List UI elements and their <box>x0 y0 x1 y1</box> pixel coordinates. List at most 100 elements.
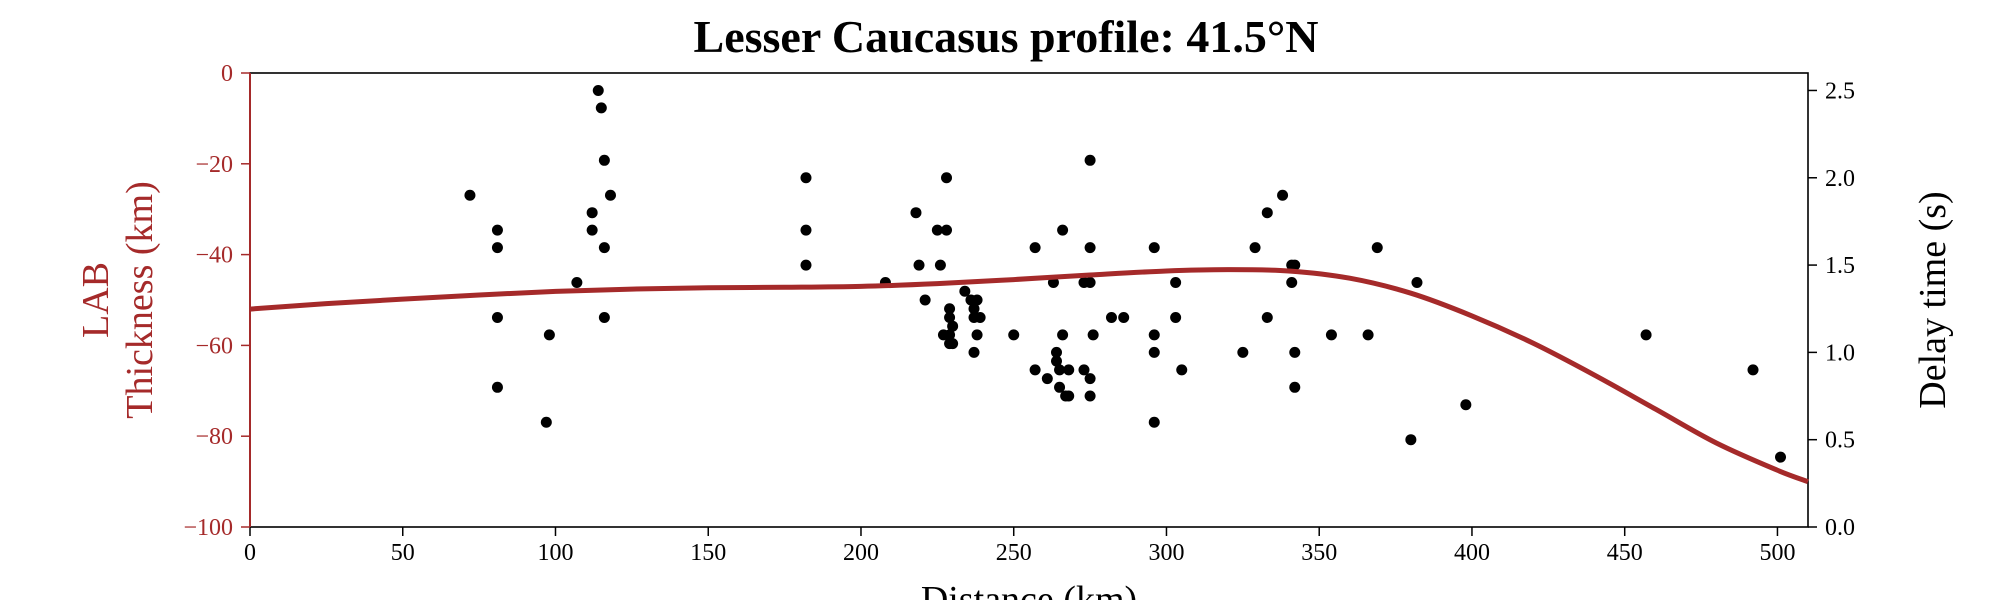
x-axis: 0 50 100 150 200 250 300 350 400 450 500 <box>244 527 1795 566</box>
left-axis-label: LAB Thickness (km) <box>75 181 161 418</box>
right-y-tick-label: 1.5 <box>1825 253 1855 279</box>
x-tick-label: 350 <box>1301 540 1337 566</box>
delay-time-point <box>1078 364 1090 376</box>
delay-time-point <box>1029 242 1041 254</box>
right-axis-label: Delay time (s) <box>1912 191 1954 408</box>
delay-time-point <box>598 242 610 254</box>
delay-time-point <box>1084 242 1096 254</box>
delay-time-point <box>1249 242 1261 254</box>
delay-time-point <box>1084 373 1096 385</box>
delay-time-point <box>1057 224 1069 236</box>
right-y-tick-label: 2.5 <box>1825 78 1855 104</box>
delay-time-point <box>592 84 604 96</box>
delay-time-point <box>1289 381 1301 393</box>
delay-time-point <box>910 207 922 219</box>
delay-time-point <box>586 207 598 219</box>
delay-time-point <box>464 189 476 201</box>
delay-time-point <box>941 224 953 236</box>
delay-time-point <box>959 285 971 297</box>
right-y-tick-label: 2.0 <box>1825 166 1855 192</box>
delay-time-point <box>1118 311 1130 323</box>
delay-time-point <box>1237 346 1249 358</box>
x-tick-label: 500 <box>1759 540 1795 566</box>
delay-time-point <box>1008 329 1020 341</box>
delay-time-point <box>1105 311 1117 323</box>
right-y-tick-label: 0.0 <box>1825 515 1855 541</box>
delay-time-point <box>971 329 983 341</box>
x-tick-label: 200 <box>843 540 879 566</box>
delay-time-point <box>1148 329 1160 341</box>
delay-time-point <box>1371 242 1383 254</box>
delay-time-point <box>1261 311 1273 323</box>
delay-time-point <box>1277 189 1289 201</box>
delay-time-point <box>595 102 607 114</box>
lab-thickness-curve <box>249 267 1809 484</box>
delay-time-point <box>598 154 610 166</box>
delay-time-point <box>944 311 956 323</box>
delay-time-point <box>1041 373 1053 385</box>
right-y-tick-label: 0.5 <box>1825 428 1855 454</box>
delay-time-point <box>1289 259 1301 271</box>
right-y-tick-label: 1.0 <box>1825 340 1855 366</box>
left-y-axis: 0 −20 −40 −60 −80 −100 <box>183 61 250 541</box>
delay-time-point <box>1411 277 1423 289</box>
delay-time-point <box>586 224 598 236</box>
delay-time-point <box>800 224 812 236</box>
delay-time-point <box>944 303 956 315</box>
delay-time-point <box>947 338 959 350</box>
delay-time-point <box>1054 381 1066 393</box>
x-tick-label: 100 <box>537 540 573 566</box>
delay-time-point <box>1084 277 1096 289</box>
x-tick-label: 300 <box>1148 540 1184 566</box>
delay-time-point <box>540 416 552 428</box>
delay-time-point <box>941 172 953 184</box>
x-tick-label: 0 <box>244 540 256 566</box>
delay-time-point <box>800 259 812 271</box>
delay-time-point <box>1087 329 1099 341</box>
delay-time-point <box>1289 346 1301 358</box>
delay-time-points <box>464 84 1787 463</box>
delay-time-point <box>968 303 980 315</box>
left-y-tick-label: −40 <box>195 243 233 269</box>
delay-time-point <box>1170 311 1182 323</box>
x-tick-label: 450 <box>1607 540 1643 566</box>
chart-title: Lesser Caucasus profile: 41.5°N <box>694 11 1319 62</box>
delay-time-point <box>1747 364 1759 376</box>
delay-time-point <box>604 189 616 201</box>
delay-time-point <box>1325 329 1337 341</box>
delay-time-point <box>934 259 946 271</box>
delay-time-point <box>919 294 931 306</box>
delay-time-point <box>1775 451 1787 463</box>
delay-time-point <box>1176 364 1188 376</box>
delay-time-point <box>598 311 610 323</box>
delay-time-point <box>974 311 986 323</box>
left-y-tick-label: −100 <box>183 515 233 541</box>
delay-time-point <box>971 294 983 306</box>
delay-time-point <box>1057 329 1069 341</box>
delay-time-point <box>1460 399 1472 411</box>
right-y-axis: 0.0 0.5 1.0 1.5 2.0 2.5 <box>1808 78 1855 541</box>
delay-time-point <box>1148 416 1160 428</box>
delay-time-point <box>1084 390 1096 402</box>
delay-time-point <box>931 224 943 236</box>
x-tick-label: 400 <box>1454 540 1490 566</box>
delay-time-point <box>1063 390 1075 402</box>
delay-time-point <box>1050 355 1062 367</box>
left-y-tick-label: −60 <box>195 333 233 359</box>
delay-time-point <box>1084 154 1096 166</box>
x-tick-label: 150 <box>690 540 726 566</box>
delay-time-point <box>1261 207 1273 219</box>
x-tick-label: 50 <box>391 540 415 566</box>
delay-time-point <box>1640 329 1652 341</box>
delay-time-point <box>1405 434 1417 446</box>
delay-time-point <box>1170 277 1182 289</box>
delay-time-point <box>543 329 555 341</box>
left-y-tick-label: −80 <box>195 424 233 450</box>
delay-time-point <box>491 311 503 323</box>
delay-time-point <box>968 346 980 358</box>
delay-time-point <box>947 320 959 332</box>
delay-time-point <box>571 277 583 289</box>
plot-frame <box>249 72 1809 528</box>
delay-time-point <box>491 224 503 236</box>
left-axis-label-line1: LAB <box>75 262 117 338</box>
